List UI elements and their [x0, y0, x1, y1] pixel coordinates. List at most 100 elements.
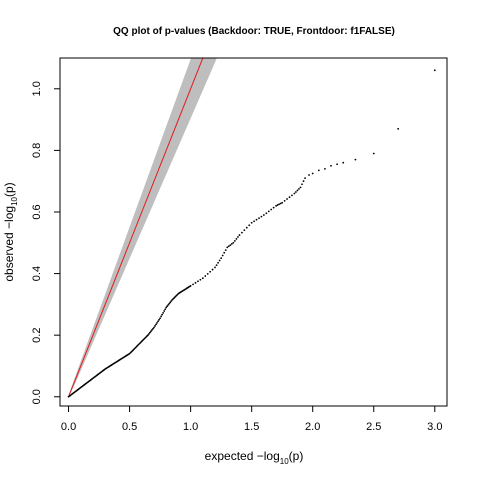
qq-point-tail: [317, 169, 320, 172]
reference-line: [68, 58, 204, 397]
qq-point: [230, 243, 233, 245]
qq-point: [288, 196, 291, 199]
qq-point-tail: [308, 174, 310, 176]
x-axis-label-log: log: [264, 449, 280, 463]
qq-point: [215, 264, 218, 267]
qq-point: [161, 313, 164, 316]
qq-point: [286, 198, 288, 200]
qq-point: [168, 302, 171, 305]
x-tick-label: 0.5: [122, 421, 137, 433]
qq-point: [152, 327, 154, 330]
qq-point: [255, 218, 258, 221]
qq-point: [299, 186, 302, 189]
qq-point: [162, 311, 165, 314]
qq-point: [238, 234, 241, 236]
x-tick-label: 2.0: [305, 421, 320, 433]
y-axis: 0.0 0.2 0.4 0.6 0.8 1.0: [31, 81, 61, 404]
qq-point: [237, 236, 239, 238]
qq-point: [270, 208, 273, 211]
qq-point: [149, 331, 151, 334]
qq-point: [250, 221, 253, 224]
x-tick-label: 2.5: [366, 421, 381, 433]
qq-point: [226, 246, 229, 249]
qq-point: [201, 277, 204, 280]
qq-point: [276, 204, 279, 206]
qq-point: [235, 238, 238, 240]
qq-point: [151, 329, 153, 331]
qq-point: [169, 301, 172, 304]
qq-point: [253, 220, 256, 223]
qq-point: [265, 212, 268, 215]
qq-point-tail: [342, 161, 345, 164]
qq-point: [211, 268, 214, 271]
qq-point: [224, 249, 227, 251]
qq-point: [204, 275, 207, 277]
qq-point: [148, 332, 150, 335]
qq-point-tail: [336, 163, 339, 166]
qq-point: [154, 325, 156, 327]
qq-point: [164, 308, 167, 311]
confidence-band: [68, 58, 217, 397]
x-tick-label: 0.0: [61, 421, 76, 433]
qq-point: [281, 201, 284, 204]
qq-point-tail: [372, 152, 375, 155]
qq-point-tail: [330, 164, 332, 167]
qq-point: [301, 183, 303, 186]
confidence-band-area: [68, 58, 217, 397]
qq-point: [155, 323, 157, 326]
qq-point: [189, 284, 192, 287]
qq-point: [220, 257, 223, 260]
chart-title: QQ plot of p-values (Backdoor: TRUE, Fro…: [113, 26, 395, 37]
qq-point: [199, 278, 202, 281]
x-tick-label: 3.0: [427, 421, 442, 433]
y-tick-label: 0.2: [31, 328, 43, 343]
y-axis-label-minus: −: [2, 222, 16, 229]
x-axis-label-prefix: expected: [205, 449, 257, 463]
y-axis-label-prefix: observed: [2, 229, 16, 282]
qq-point: [146, 334, 149, 337]
qq-point: [291, 194, 293, 197]
y-axis-label-log: log: [2, 206, 16, 222]
qq-point-tail: [311, 172, 314, 175]
qq-point-tail: [397, 127, 400, 130]
qq-point: [275, 204, 277, 207]
qq-point: [217, 261, 219, 264]
qq-point: [158, 318, 160, 321]
qq-point: [221, 254, 224, 257]
qq-point: [267, 210, 270, 213]
qq-point: [163, 310, 166, 312]
qq-point: [232, 241, 235, 244]
x-axis-label-suffix: (p): [289, 449, 304, 463]
qq-point: [272, 206, 275, 209]
qq-point: [258, 217, 260, 220]
y-tick-label: 1.0: [31, 81, 43, 96]
y-tick-label: 0.6: [31, 204, 43, 219]
qq-point: [302, 180, 305, 183]
qq-point: [194, 281, 197, 284]
qq-point: [296, 189, 299, 192]
qq-point: [262, 214, 265, 216]
qq-point: [150, 330, 152, 333]
qq-point: [298, 187, 300, 190]
reference-line-y-equals-x: [68, 58, 204, 397]
x-axis: 0.0 0.5 1.0 1.5 2.0 2.5 3.0: [61, 405, 442, 433]
qq-point: [229, 244, 232, 246]
qq-point-tail: [324, 167, 326, 170]
qq-point: [283, 199, 286, 202]
x-tick-label: 1.5: [244, 421, 259, 433]
qq-point-tail: [433, 69, 436, 72]
qq-point: [223, 251, 226, 254]
qq-point: [160, 315, 163, 318]
qq-point: [214, 266, 216, 269]
qq-point: [153, 326, 155, 329]
qq-point: [241, 231, 243, 234]
qq-point: [192, 283, 194, 286]
qq-point: [197, 280, 199, 283]
qq-point: [278, 203, 281, 206]
y-axis-label: observed −log10(p): [2, 182, 19, 281]
qq-point: [279, 202, 282, 205]
x-axis-label: expected −log10(p): [205, 449, 304, 466]
x-axis-label-sub: 10: [280, 457, 289, 466]
qq-point: [243, 229, 246, 232]
